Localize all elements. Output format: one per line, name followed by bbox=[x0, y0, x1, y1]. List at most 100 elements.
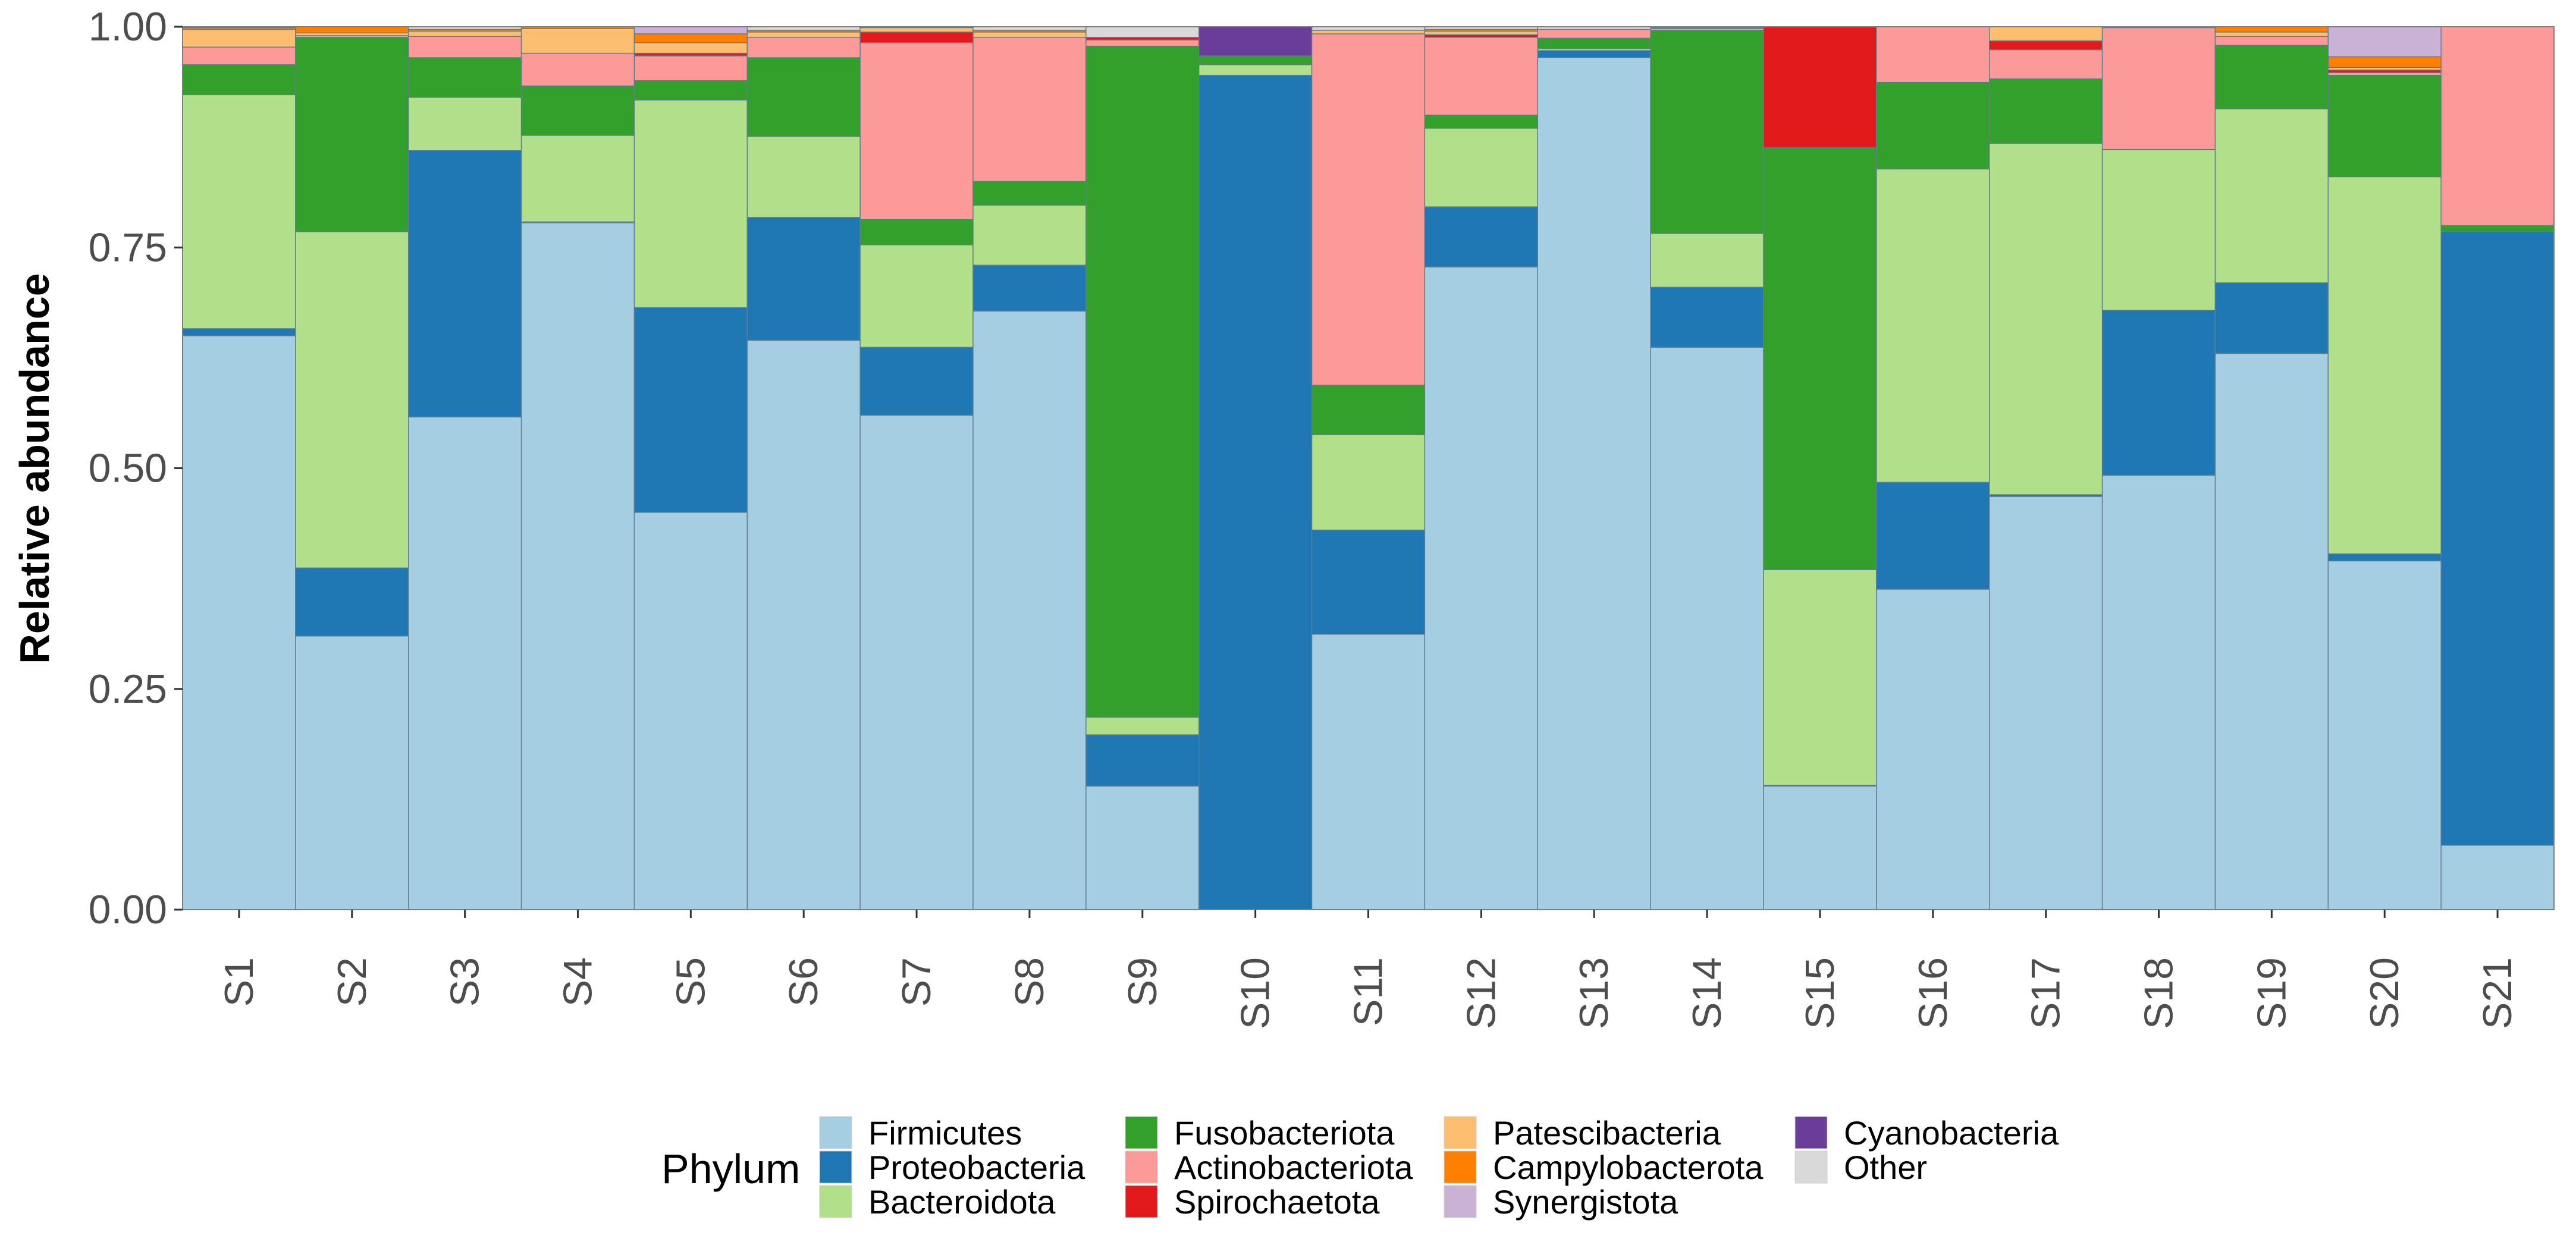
bar-segment-s11-bacteroidota bbox=[1311, 434, 1426, 531]
bar-segment-s21-proteobacteria bbox=[2440, 231, 2555, 846]
bar-segment-s8-actinobacteriota bbox=[972, 37, 1087, 182]
bar-segment-s20-bacteroidota bbox=[2327, 176, 2442, 555]
bar-segment-s7-proteobacteria bbox=[859, 347, 974, 416]
legend-key-other bbox=[1794, 1150, 1828, 1184]
bar-segment-s21-firmicutes bbox=[2440, 844, 2555, 910]
bar-segment-s8-bacteroidota bbox=[972, 205, 1087, 266]
bar-segment-s11-fusobacteriota bbox=[1311, 385, 1426, 435]
legend-key-bacteroidota bbox=[819, 1185, 852, 1218]
bar-segment-s4-fusobacteriota bbox=[520, 85, 635, 136]
legend-label-bacteroidota: Bacteroidota bbox=[868, 1183, 1056, 1221]
bar-segment-s13-proteobacteria bbox=[1537, 50, 1651, 58]
bar-segment-s11-firmicutes bbox=[1311, 633, 1426, 910]
bar-segment-s17-bacteroidota bbox=[1989, 143, 2103, 495]
bar-segment-s19-proteobacteria bbox=[2214, 282, 2329, 354]
bar-segment-s15-bacteroidota bbox=[1763, 569, 1877, 786]
bar-segment-s10-fusobacteriota bbox=[1198, 55, 1313, 65]
bar-segment-s20-firmicutes bbox=[2327, 560, 2442, 910]
bar-segment-s17-patescibacteria bbox=[1989, 26, 2103, 42]
bar-segment-s6-fusobacteriota bbox=[746, 57, 861, 137]
bar-segment-s16-proteobacteria bbox=[1876, 482, 1990, 590]
legend-key-proteobacteria bbox=[819, 1150, 852, 1184]
x-tick-label-s19: S19 bbox=[2249, 957, 2294, 1029]
bar-segment-s11-actinobacteriota bbox=[1311, 33, 1426, 386]
bar-segment-s1-patescibacteria bbox=[182, 29, 296, 48]
bar-segment-s21-fusobacteriota bbox=[2440, 225, 2555, 232]
bar-segment-s7-fusobacteriota bbox=[859, 219, 974, 246]
x-tick-label-s13: S13 bbox=[1571, 957, 1617, 1029]
bar-segment-s5-campylobacterota bbox=[633, 33, 748, 43]
bar-segment-s19-campylobacterota bbox=[2214, 26, 2329, 33]
bar-segment-s6-actinobacteriota bbox=[746, 37, 861, 58]
bar-segment-s13-firmicutes bbox=[1537, 57, 1651, 910]
bar-segment-s4-firmicutes bbox=[520, 222, 635, 910]
bar-segment-s4-bacteroidota bbox=[520, 134, 635, 222]
bar-segment-s19-patescibacteria bbox=[2214, 32, 2329, 37]
legend-key-cyanobacteria bbox=[1794, 1116, 1828, 1149]
bar-segment-s7-firmicutes bbox=[859, 414, 974, 910]
bar-segment-s5-firmicutes bbox=[633, 512, 748, 910]
bar-segment-s3-fusobacteriota bbox=[408, 57, 522, 98]
bar-segment-s3-bacteroidota bbox=[408, 97, 522, 151]
bar-segment-s12-fusobacteriota bbox=[1424, 114, 1538, 129]
bar-segment-s18-proteobacteria bbox=[2101, 309, 2216, 476]
bar-segment-s17-spirochaetota bbox=[1989, 40, 2103, 51]
legend-label-spirochaetota: Spirochaetota bbox=[1174, 1183, 1380, 1221]
bar-segment-s21-actinobacteriota bbox=[2440, 26, 2555, 226]
bar-segment-s12-proteobacteria bbox=[1424, 206, 1538, 268]
x-tick-label-s10: S10 bbox=[1233, 957, 1278, 1029]
bar-segment-s14-fusobacteriota bbox=[1650, 30, 1764, 234]
y-tick-label: 0.00 bbox=[89, 887, 167, 932]
bar-segment-s16-fusobacteriota bbox=[1876, 81, 1990, 169]
legend-label-fusobacteriota: Fusobacteriota bbox=[1174, 1114, 1395, 1152]
bar-segment-s1-proteobacteria bbox=[182, 328, 296, 337]
bar-segment-s16-bacteroidota bbox=[1876, 168, 1990, 483]
bar-segment-s5-bacteroidota bbox=[633, 99, 748, 308]
bar-segment-s8-fusobacteriota bbox=[972, 181, 1087, 206]
bar-segment-s2-bacteroidota bbox=[295, 231, 409, 569]
x-tick-label-s3: S3 bbox=[443, 957, 488, 1007]
x-tick-label-s1: S1 bbox=[217, 957, 262, 1007]
bar-segment-s3-firmicutes bbox=[408, 416, 522, 910]
bar-segment-s14-firmicutes bbox=[1650, 347, 1764, 910]
x-tick-label-s14: S14 bbox=[1684, 957, 1730, 1029]
legend-key-firmicutes bbox=[819, 1116, 852, 1149]
bar-segment-s4-patescibacteria bbox=[520, 28, 635, 54]
bar-segment-s6-proteobacteria bbox=[746, 217, 861, 341]
legend-key-actinobacteriota bbox=[1125, 1150, 1158, 1184]
y-tick-label: 0.25 bbox=[89, 666, 167, 712]
bar-segment-s5-patescibacteria bbox=[633, 42, 748, 54]
x-tick-label-s5: S5 bbox=[668, 957, 713, 1007]
bar-segment-s8-firmicutes bbox=[972, 310, 1087, 910]
x-tick-label-s8: S8 bbox=[1007, 957, 1052, 1007]
bar-segment-s1-firmicutes bbox=[182, 335, 296, 910]
bar-segment-s16-actinobacteriota bbox=[1876, 26, 1990, 83]
bar-segment-s7-patescibacteria bbox=[859, 27, 974, 33]
y-axis-title: Relative abundance bbox=[11, 273, 58, 664]
bar-segment-s10-bacteroidota bbox=[1198, 64, 1313, 76]
bar-segment-s13-actinobacteriota bbox=[1537, 29, 1651, 39]
bar-segment-s1-fusobacteriota bbox=[182, 64, 296, 96]
bar-segment-s5-actinobacteriota bbox=[633, 55, 748, 81]
legend-key-campylobacterota bbox=[1444, 1150, 1477, 1184]
legend-key-fusobacteriota bbox=[1125, 1116, 1158, 1149]
bar-segment-s7-bacteroidota bbox=[859, 244, 974, 348]
x-tick-label-s18: S18 bbox=[2136, 957, 2182, 1029]
x-tick-label-s16: S16 bbox=[1910, 957, 1956, 1029]
legend-label-firmicutes: Firmicutes bbox=[868, 1114, 1022, 1152]
bar-segment-s11-proteobacteria bbox=[1311, 529, 1426, 635]
x-tick-label-s12: S12 bbox=[1458, 957, 1504, 1029]
bar-segment-s19-actinobacteriota bbox=[2214, 36, 2329, 46]
bar-segment-s12-bacteroidota bbox=[1424, 128, 1538, 207]
bar-segment-s9-actinobacteriota bbox=[1085, 39, 1200, 47]
x-tick-label-s7: S7 bbox=[894, 957, 939, 1007]
legend: Phylum FirmicutesProteobacteriaBacteroid… bbox=[661, 1114, 2059, 1221]
legend-label-synergistota: Synergistota bbox=[1493, 1183, 1678, 1221]
bar-segment-s2-fusobacteriota bbox=[295, 37, 409, 232]
x-tick-label-s6: S6 bbox=[781, 957, 826, 1007]
x-tick-label-s9: S9 bbox=[1120, 957, 1165, 1007]
x-tick-label-s20: S20 bbox=[2362, 957, 2407, 1029]
bar-segment-s9-fusobacteriota bbox=[1085, 45, 1200, 718]
legend-label-cyanobacteria: Cyanobacteria bbox=[1844, 1114, 2059, 1152]
bar-segment-s5-proteobacteria bbox=[633, 307, 748, 513]
